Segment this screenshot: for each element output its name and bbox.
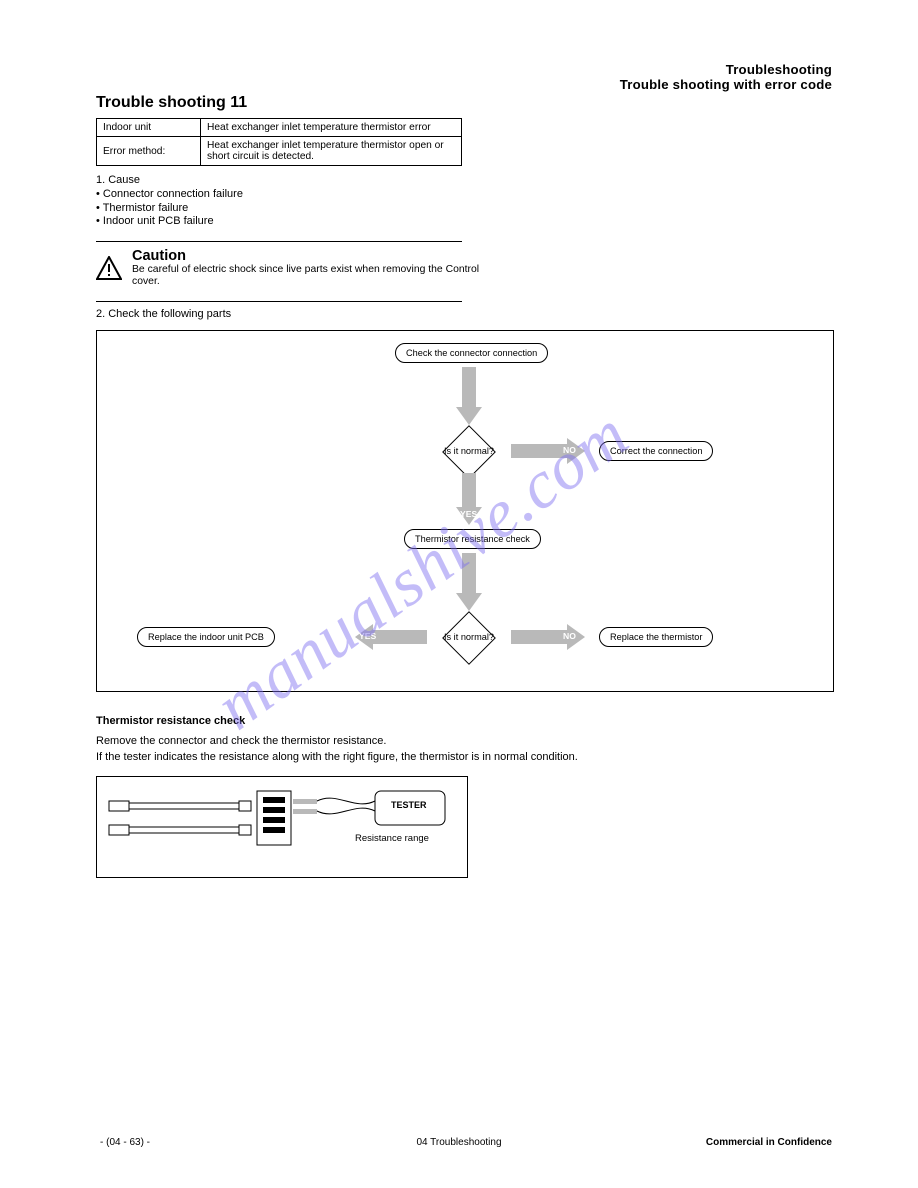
- flow-yes-label: YES: [460, 509, 477, 519]
- section-title: Trouble shooting 11: [96, 94, 834, 112]
- arrow-right: [511, 444, 567, 458]
- table-row: Indoor unit Heat exchanger inlet tempera…: [97, 119, 462, 137]
- tester-svg: [97, 777, 469, 879]
- cell-value: Heat exchanger inlet temperature thermis…: [201, 119, 462, 137]
- divider: [96, 241, 462, 242]
- flow-decision-2: Is it normal?: [428, 617, 510, 657]
- caution-textcol: Caution Be careful of electric shock sin…: [132, 248, 492, 289]
- arrow-down: [462, 553, 476, 593]
- arrow-down-head: [456, 407, 482, 425]
- flow-node-replace-pcb: Replace the indoor unit PCB: [137, 627, 275, 647]
- arrow-right: [511, 630, 567, 644]
- arrow-left: [373, 630, 427, 644]
- info-table: Indoor unit Heat exchanger inlet tempera…: [96, 118, 462, 166]
- flow-yes-label: YES: [359, 631, 376, 641]
- divider: [96, 301, 462, 302]
- footer-left: - (04 - 63) -: [100, 1137, 150, 1148]
- caution-text: Be careful of electric shock since live …: [132, 264, 492, 289]
- cause-block: 1. Cause • Connector connection failure …: [96, 174, 834, 229]
- flow-no-label: NO: [563, 445, 576, 455]
- flow-decision-1: Is it normal?: [428, 431, 510, 471]
- cell-label: Error method:: [97, 137, 201, 166]
- cell-label: Indoor unit: [97, 119, 201, 137]
- header-line2: Trouble shooting with error code: [620, 77, 832, 92]
- flow-decision-2-label: Is it normal?: [444, 632, 494, 642]
- caution-row: Caution Be careful of electric shock sin…: [96, 248, 834, 289]
- footer-right: Commercial in Confidence: [706, 1137, 832, 1148]
- tester-label: TESTER: [391, 800, 427, 810]
- arrow-down: [462, 367, 476, 407]
- thermistor-check-block: Thermistor resistance check Remove the c…: [96, 714, 834, 766]
- cell-value: Heat exchanger inlet temperature thermis…: [201, 137, 462, 166]
- warning-icon: [96, 256, 122, 280]
- cause-bullet: • Connector connection failure: [96, 188, 834, 202]
- cause-bullet: • Indoor unit PCB failure: [96, 215, 834, 229]
- thermistor-line1: Remove the connector and check the therm…: [96, 734, 834, 750]
- flow-decision-1-label: Is it normal?: [444, 446, 494, 456]
- flow-node-thermistor-check: Thermistor resistance check: [404, 529, 541, 549]
- flow-node-correct-connection: Correct the connection: [599, 441, 713, 461]
- thermistor-check-title: Thermistor resistance check: [96, 714, 834, 730]
- footer-center: 04 Troubleshooting: [416, 1137, 501, 1148]
- thermistor-line2: If the tester indicates the resistance a…: [96, 750, 834, 766]
- arrow-down: [462, 473, 476, 507]
- header-right: Troubleshooting Trouble shooting with er…: [620, 62, 832, 92]
- cause-bullet: • Thermistor failure: [96, 202, 834, 216]
- flowchart: Check the connector connection Is it nor…: [96, 330, 834, 692]
- flow-node-check-connector: Check the connector connection: [395, 343, 548, 363]
- resistance-range-label: Resistance range: [355, 833, 429, 844]
- page: manualshive.com Troubleshooting Trouble …: [0, 0, 918, 1188]
- arrow-down-head: [456, 593, 482, 611]
- check-heading: 2. Check the following parts: [96, 308, 834, 320]
- header-line1: Troubleshooting: [620, 62, 832, 77]
- cause-heading: 1. Cause: [96, 174, 834, 188]
- flow-node-replace-thermistor: Replace the thermistor: [599, 627, 713, 647]
- flow-no-label: NO: [563, 631, 576, 641]
- caution-title: Caution: [132, 248, 492, 264]
- table-row: Error method: Heat exchanger inlet tempe…: [97, 137, 462, 166]
- tester-diagram: TESTER Resistance range: [96, 776, 468, 878]
